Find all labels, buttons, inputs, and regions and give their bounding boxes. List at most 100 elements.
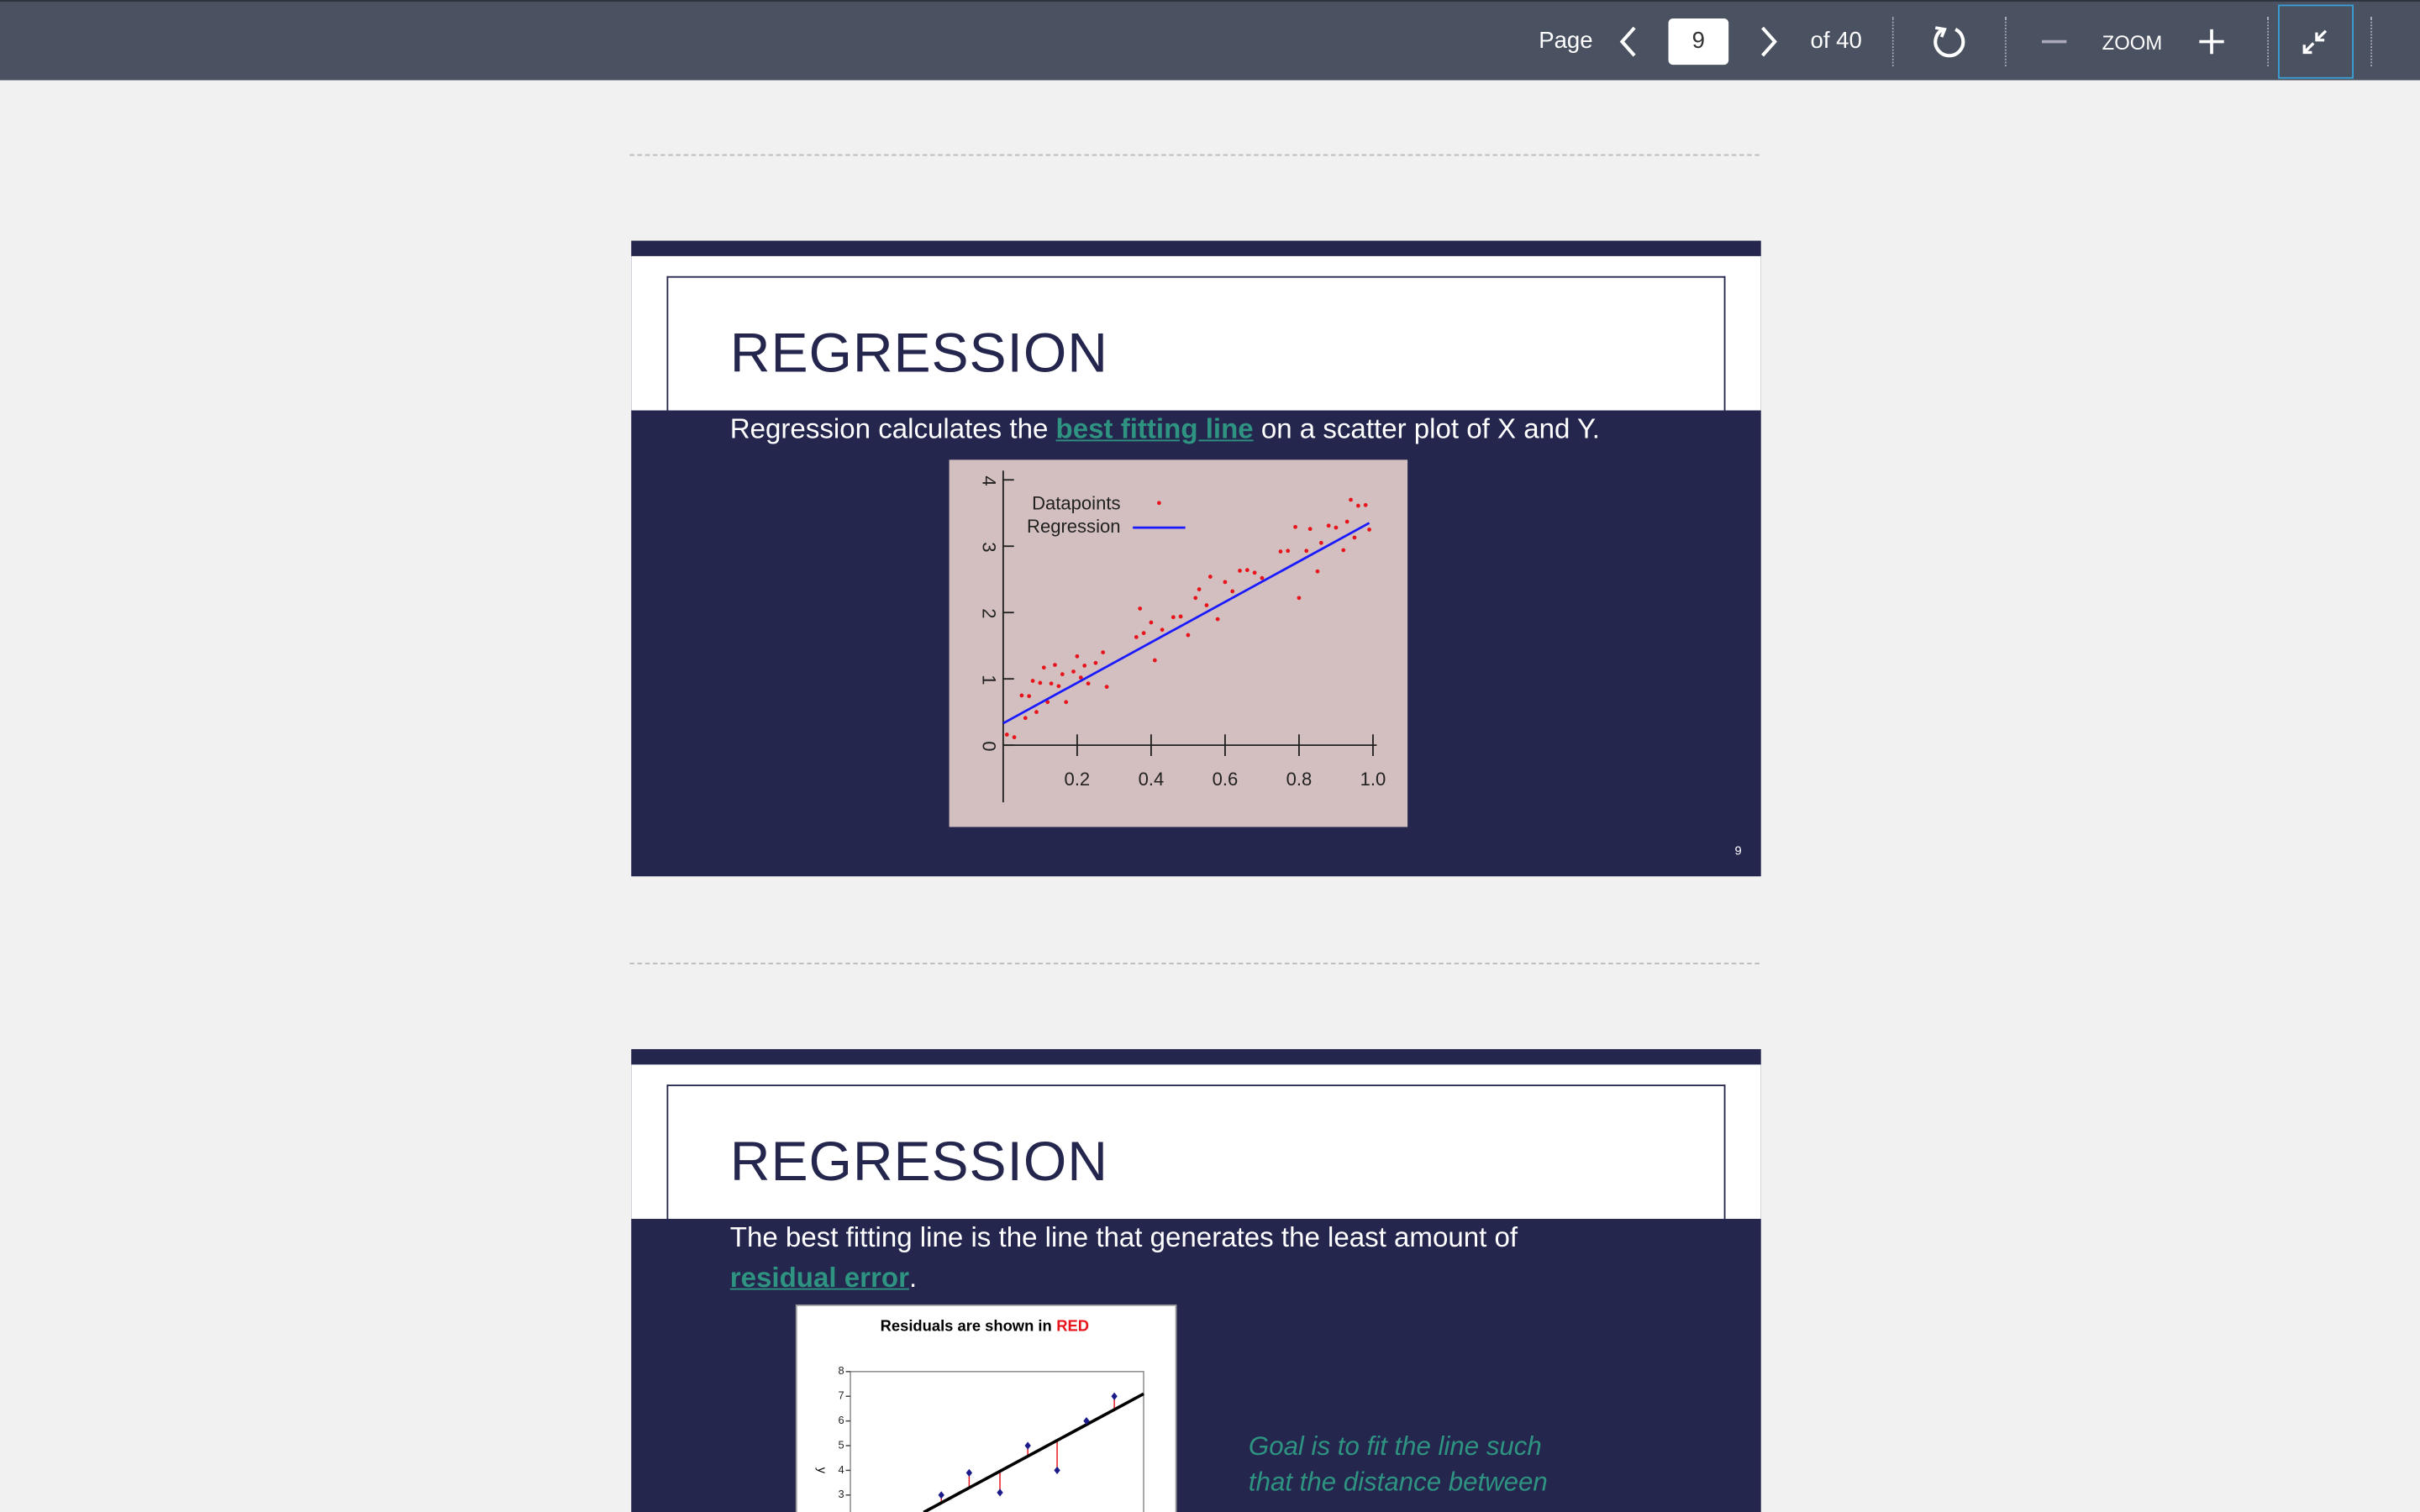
data-point [1152,658,1157,663]
slide-header [631,255,1761,411]
note: that the distance between [1248,1467,1548,1497]
data-point [1304,549,1309,554]
data-point [1134,635,1139,639]
legend-label: Datapoints [1032,492,1120,513]
rotate-button[interactable] [1931,24,1968,60]
data-point [1086,681,1091,686]
data-point [1286,549,1291,554]
data-point [1012,735,1017,740]
separator [2004,17,2007,66]
x-tick-label: 0.2 [1065,769,1091,790]
title-highlight: RED [1056,1316,1089,1334]
data-point [1293,524,1297,529]
data-point [1193,596,1198,601]
data-point [1207,575,1213,579]
fullscreen-icon [2302,29,2328,55]
data-point [1141,631,1146,636]
data-point [1053,663,1057,667]
zoom-out[interactable] [2040,29,2068,54]
data-point [1071,669,1076,674]
y-tick-label: 2 [979,608,1000,618]
plot-area [850,1371,1144,1512]
data-point [1363,502,1368,507]
data-point [1078,675,1083,680]
header-frame [666,1084,1726,1239]
x-tick-label: 0.8 [1286,769,1313,790]
page-label: Page [1539,28,1593,55]
data-point [1023,716,1028,721]
slide-text: residual error. [730,1262,917,1294]
data-point [1149,620,1154,625]
data-point [1060,672,1065,677]
data-point [1326,523,1331,528]
data-point [1064,700,1069,705]
text: Regression calculates the [729,413,1056,444]
data-point [1138,606,1143,611]
slide-title: REGRESSION [729,1129,1108,1193]
text: on a scatter plot of X and Y. [1253,413,1601,444]
data-point [1178,614,1183,619]
chart-title: Residuals are shown in RED [881,1316,1089,1334]
data-point [1027,694,1032,699]
data-point [1307,527,1313,532]
data-point [1238,569,1242,573]
fullscreen-exit[interactable] [2278,4,2354,79]
data-point [1223,580,1228,585]
data-point [1355,503,1360,508]
link[interactable]: best fitting line [1055,413,1254,444]
y-tick-label: 0 [979,741,1000,751]
y-tick-label: 6 [839,1414,844,1426]
slide-text: The best fitting line is the line that g… [729,1221,1518,1253]
slide-title: REGRESSION [729,321,1108,385]
data-point [1352,535,1357,540]
chart-background [949,459,1408,827]
y-tick-label: 4 [839,1463,844,1476]
text: . [908,1262,918,1294]
data-point [1030,679,1035,683]
data-point [1204,603,1209,607]
x-tick-label: 0.4 [1139,769,1165,790]
page-divider [629,963,1760,964]
y-tick-label: 3 [979,542,1000,552]
regression-line [923,1392,1144,1512]
data-point [1171,615,1176,620]
zoom-in[interactable] [2198,28,2226,55]
data-point [1315,569,1320,574]
data-point [1344,519,1349,524]
separator [1891,17,1894,66]
y-tick-label: 4 [979,475,1000,486]
data-point [1104,685,1109,690]
legend-marker [1157,501,1161,506]
data-point [1045,700,1050,705]
page-input[interactable]: 9 [1668,18,1729,66]
data-point [1034,710,1039,715]
toolbar: Page 9 of 40 ZOOM [0,0,2420,81]
data-point [1215,617,1220,622]
y-tick-label: 7 [839,1389,844,1402]
data-point [1041,665,1046,670]
data-point [1278,549,1283,554]
y-axis-label: y [814,1467,828,1474]
x-tick-label: 0.6 [1213,769,1239,790]
data-point [1093,660,1098,665]
data-point [1101,650,1106,654]
data-point [1230,589,1235,594]
prev-page[interactable] [1614,24,1642,58]
data-point [1334,525,1339,530]
y-tick-label: 8 [839,1364,844,1377]
regression-line [1002,522,1370,725]
data-point [1341,548,1346,553]
data-point [1252,570,1257,575]
data-point [1244,568,1249,573]
next-page[interactable] [1754,24,1782,58]
separator [2267,17,2270,66]
data-point [1197,587,1202,591]
y-tick-label: 5 [839,1438,844,1451]
data-point [1082,663,1087,668]
legend-label: Regression [1027,516,1120,537]
link[interactable]: residual error [729,1262,909,1294]
data-point [1186,633,1191,638]
